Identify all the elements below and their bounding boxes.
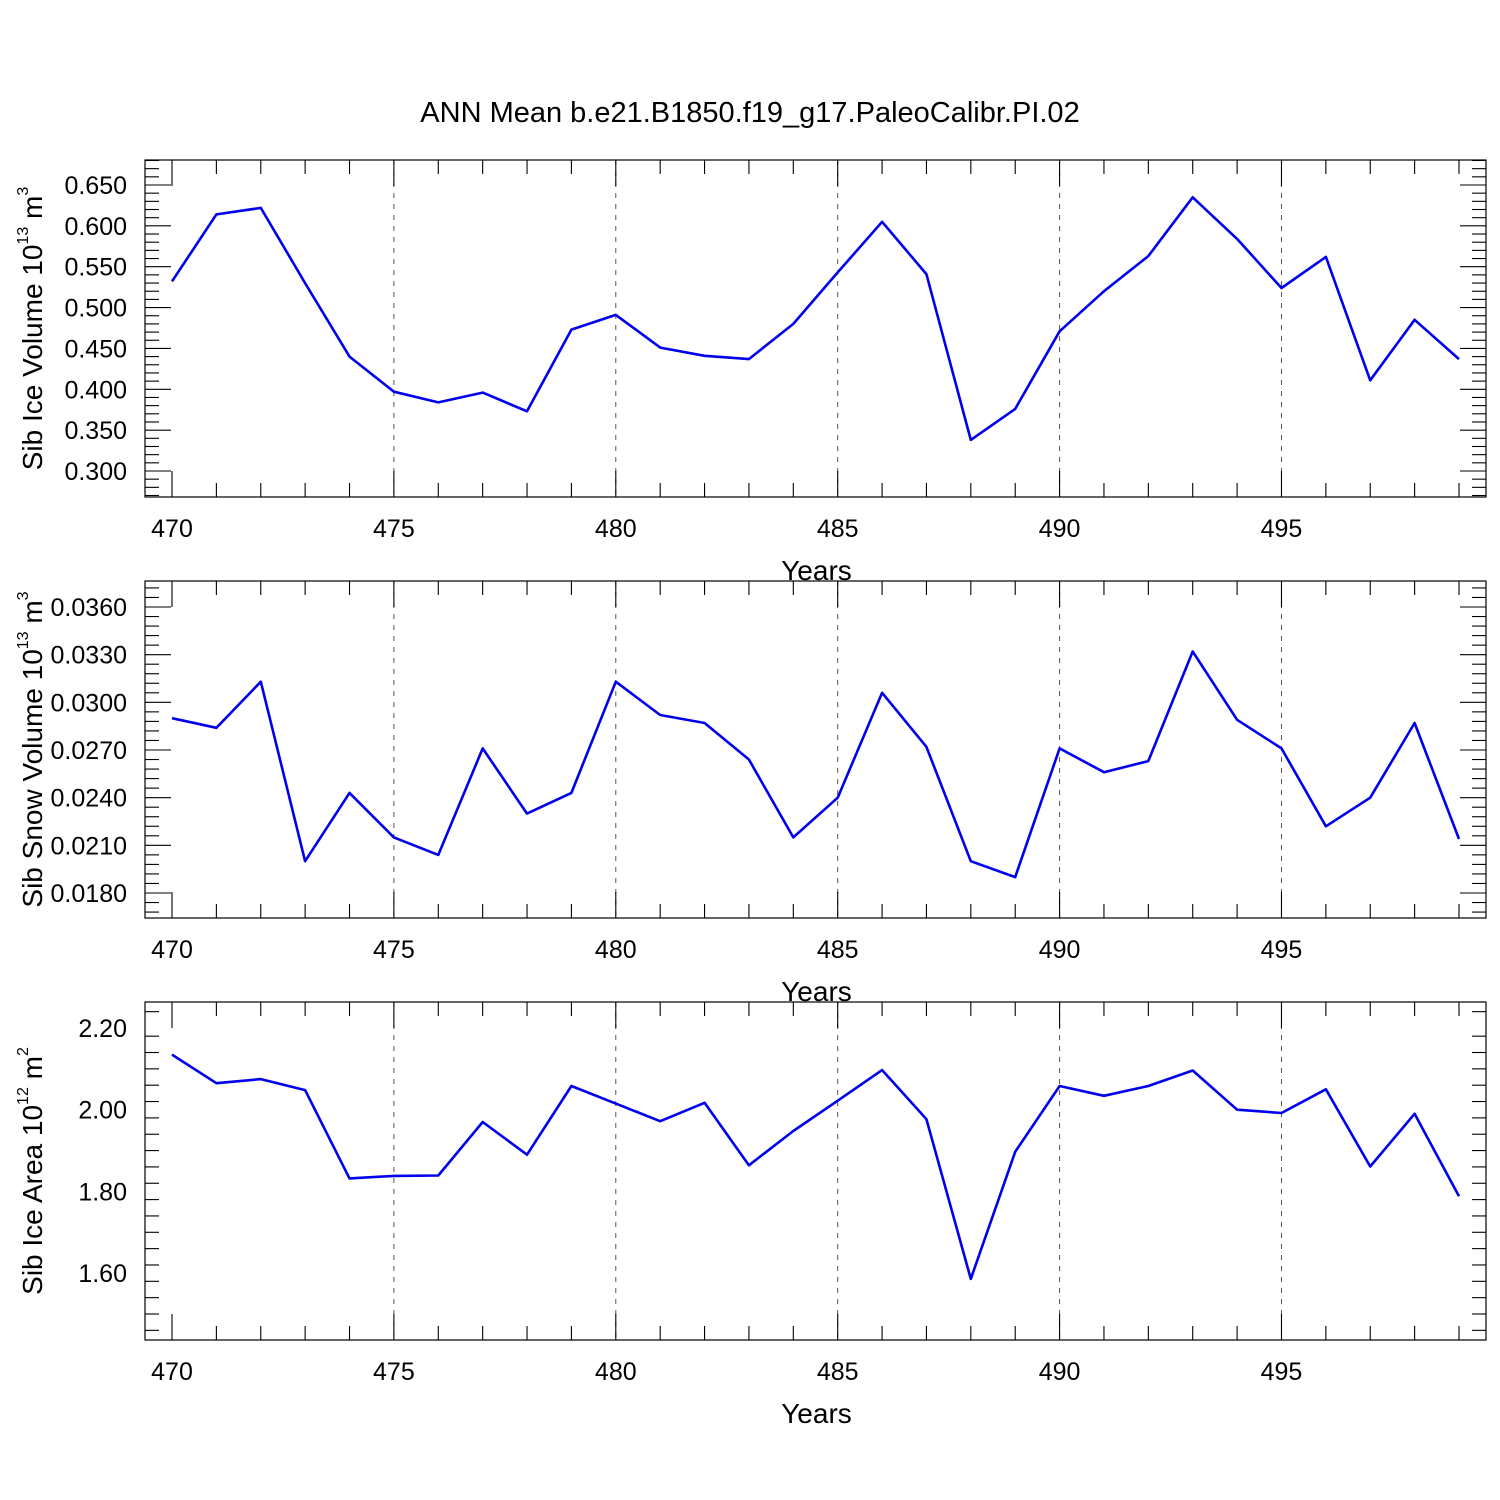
chart-title: ANN Mean b.e21.B1850.f19_g17.PaleoCalibr…	[420, 97, 1079, 129]
series-line	[170, 196, 1460, 442]
y-tick-label: 0.350	[64, 417, 127, 445]
plot-frame	[144, 580, 1487, 919]
y-axis-title-unit: m	[17, 196, 48, 227]
y-tick-label: 1.80	[78, 1178, 127, 1206]
y-axis-title-text: Sib Ice Area 10	[17, 1105, 48, 1295]
x-tick-label: 470	[151, 936, 193, 964]
y-tick-label: 2.00	[78, 1097, 127, 1125]
y-axis-title: Sib Ice Area 1012 m2	[15, 1047, 48, 1295]
y-tick-label: 0.600	[64, 213, 127, 241]
y-axis-title-text: Sib Snow Volume 10	[17, 649, 48, 907]
y-tick-label: 0.0330	[51, 642, 127, 670]
x-tick-label: 490	[1039, 936, 1081, 964]
x-tick-label: 480	[595, 515, 637, 543]
y-axis-title-unit: m	[17, 600, 48, 631]
y-axis-title-text: Sib Ice Volume 10	[17, 245, 48, 471]
y-axis-title-unit-exponent: 2	[15, 1047, 32, 1056]
x-tick-label: 490	[1039, 515, 1081, 543]
x-tick-label: 495	[1261, 936, 1303, 964]
y-tick-label: 0.0240	[51, 785, 127, 813]
y-tick-label: 0.400	[64, 376, 127, 404]
x-tick-label: 485	[817, 1358, 859, 1386]
plot-frame	[144, 159, 1487, 498]
y-axis-title-exponent: 12	[15, 1087, 32, 1105]
y-tick-label: 0.300	[64, 458, 127, 486]
x-tick-label: 480	[595, 1358, 637, 1386]
y-tick-label: 2.20	[78, 1015, 127, 1043]
chart-panels: 470 475 480 485 490 495 0.300 0.350 0.400 0.450 0.…	[15, 159, 1487, 1429]
y-axis-title: Sib Ice Volume 1013 m3	[15, 187, 48, 471]
panel-1: 470 475 480 485 490 495 0.300 0.350 0.400 0.450 0.…	[15, 159, 1487, 586]
y-axis-title-unit-exponent: 3	[15, 591, 32, 600]
x-tick-label: 470	[151, 515, 193, 543]
y-axis-title-exponent: 13	[15, 227, 32, 245]
x-tick-label: 470	[151, 1358, 193, 1386]
y-axis-title: Sib Snow Volume 1013 m3	[15, 591, 48, 907]
y-tick-label: 0.0360	[51, 594, 127, 622]
x-tick-label: 490	[1039, 1358, 1081, 1386]
x-tick-label: 485	[817, 936, 859, 964]
x-axis-title: Years	[781, 1398, 852, 1429]
y-tick-label: 0.550	[64, 254, 127, 282]
panel-3: 470 475 480 485 490 495 1.60 1.80 2.00 2.20 Years S…	[15, 1001, 1487, 1429]
y-tick-label: 0.0300	[51, 689, 127, 717]
y-tick-label: 0.0270	[51, 737, 127, 765]
x-tick-label: 485	[817, 515, 859, 543]
x-tick-label: 480	[595, 936, 637, 964]
y-axis-title-unit-exponent: 3	[15, 187, 32, 196]
y-axis-title-unit: m	[17, 1056, 48, 1087]
y-tick-label: 0.0210	[51, 832, 127, 860]
x-tick-label: 475	[373, 515, 415, 543]
y-tick-label: 0.0180	[51, 880, 127, 908]
x-tick-label: 495	[1261, 515, 1303, 543]
x-tick-label: 495	[1261, 1358, 1303, 1386]
y-tick-label: 1.60	[78, 1260, 127, 1288]
series-line	[171, 1053, 1461, 1281]
y-tick-label: 0.650	[64, 172, 127, 200]
y-tick-label: 0.450	[64, 335, 127, 363]
y-axis-title-exponent: 13	[15, 631, 32, 649]
panel-2: 470 475 480 485 490 495 0.0180 0.0210 0.0240 0.02…	[15, 580, 1487, 1007]
plot-frame	[144, 1001, 1487, 1341]
x-tick-label: 475	[373, 936, 415, 964]
x-tick-label: 475	[373, 1358, 415, 1386]
series-line	[171, 650, 1461, 879]
y-tick-label: 0.500	[64, 295, 127, 323]
